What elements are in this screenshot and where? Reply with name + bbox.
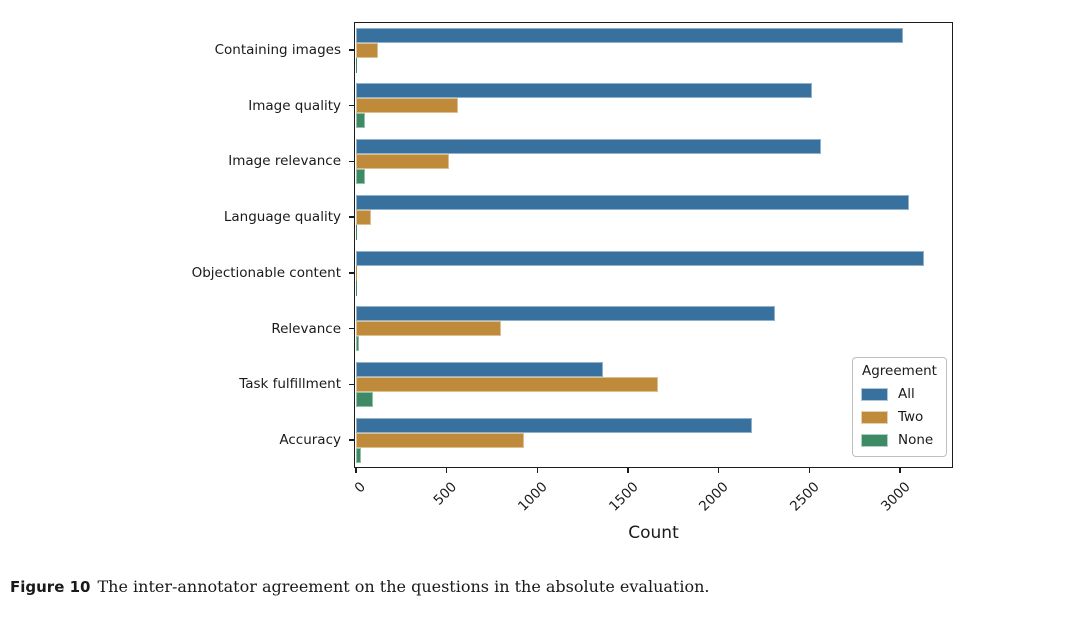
bar-all-containing-images	[355, 27, 904, 43]
legend-swatch-all	[861, 387, 888, 401]
legend-label-two: Two	[898, 409, 924, 425]
bar-all-accuracy	[355, 417, 752, 433]
x-tick-label: 500	[430, 479, 460, 509]
legend-items: All Two None	[861, 386, 938, 448]
legend-item-all: All	[861, 386, 938, 402]
legend: Agreement All Two None	[852, 357, 947, 457]
y-tick	[349, 272, 354, 274]
y-label-relevance: Relevance	[271, 320, 341, 337]
x-tick-label: 2000	[696, 479, 732, 515]
y-tick	[349, 327, 354, 330]
x-tick	[627, 467, 629, 473]
bar-all-image-relevance	[355, 139, 821, 154]
bar-two-task-fulfillment	[355, 377, 659, 392]
bar-all-image-quality	[355, 83, 812, 99]
y-label-task-fulfillment: Task fulfillment	[239, 376, 341, 393]
x-tick	[717, 467, 720, 473]
bar-none-image-relevance	[355, 169, 365, 184]
bar-none-task-fulfillment	[355, 392, 373, 407]
bar-none-accuracy	[355, 447, 361, 463]
x-tick	[808, 467, 811, 473]
caption-text: The inter-annotator agreement on the que…	[97, 577, 710, 596]
x-tick	[355, 467, 357, 473]
caption-label: Figure 10	[10, 578, 91, 596]
x-tick-label: 0	[351, 479, 370, 497]
legend-swatch-none	[861, 433, 888, 447]
x-tick	[536, 467, 539, 473]
figure-caption: Figure 10 The inter-annotator agreement o…	[10, 577, 710, 596]
x-tick-label: 1000	[515, 479, 551, 515]
y-tick	[349, 216, 354, 218]
y-tick	[349, 439, 354, 441]
legend-label-all: All	[898, 386, 915, 402]
legend-label-none: None	[898, 432, 934, 448]
plot-area	[354, 22, 953, 468]
y-label-objectionable-content: Objectionable content	[191, 264, 341, 281]
bar-two-image-quality	[355, 98, 458, 114]
bar-two-image-relevance	[355, 154, 449, 169]
x-tick-label: 3000	[877, 479, 914, 515]
bar-two-accuracy	[355, 432, 525, 448]
bar-none-relevance	[355, 336, 360, 352]
y-tick	[349, 104, 354, 107]
bar-none-language-quality	[355, 224, 357, 240]
y-tick	[349, 383, 354, 386]
bar-all-relevance	[355, 306, 776, 322]
y-tick	[349, 49, 354, 51]
x-tick	[899, 467, 901, 473]
bar-two-language-quality	[355, 209, 371, 225]
bar-none-image-quality	[355, 113, 365, 129]
bar-all-task-fulfillment	[355, 362, 604, 377]
y-tick	[349, 160, 354, 163]
y-label-accuracy: Accuracy	[279, 432, 341, 449]
bar-none-containing-images	[355, 57, 358, 73]
bar-two-objectionable-content	[355, 265, 358, 281]
y-label-containing-images: Containing images	[214, 41, 341, 58]
y-label-image-quality: Image quality	[248, 97, 341, 114]
x-tick	[445, 467, 448, 473]
legend-item-none: None	[861, 432, 938, 448]
y-label-image-relevance: Image relevance	[228, 153, 341, 170]
y-label-language-quality: Language quality	[223, 209, 341, 226]
legend-swatch-two	[861, 410, 888, 424]
bar-two-containing-images	[355, 42, 379, 58]
legend-item-two: Two	[861, 409, 938, 425]
x-tick-label: 2500	[787, 479, 823, 515]
bar-all-language-quality	[355, 194, 910, 210]
bar-all-objectionable-content	[355, 250, 924, 266]
bar-two-relevance	[355, 321, 502, 337]
legend-title: Agreement	[862, 363, 937, 379]
x-tick-label: 1500	[605, 479, 642, 515]
x-axis-title: Count	[628, 523, 679, 543]
